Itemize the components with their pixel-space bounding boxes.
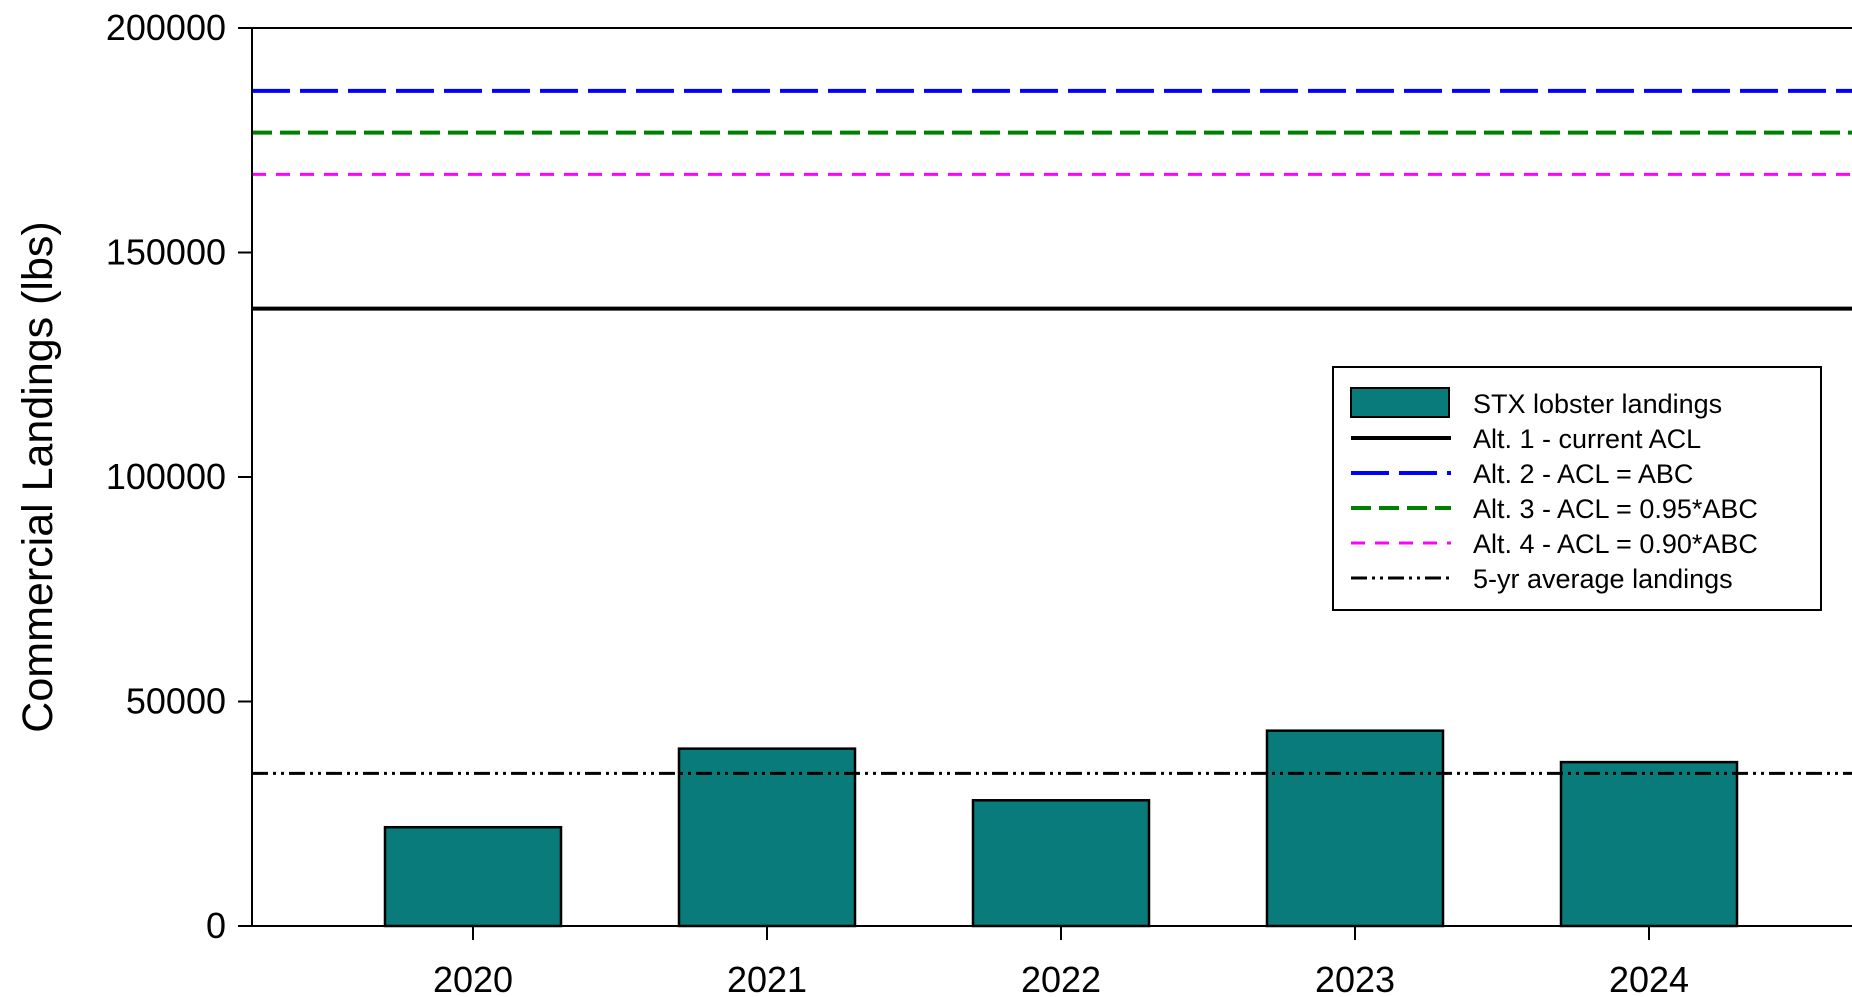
- bar: [383, 825, 563, 928]
- y-tick-label: 200000: [106, 7, 226, 48]
- y-tick-label: 50000: [126, 681, 226, 722]
- legend-label: 5-yr average landings: [1473, 564, 1733, 594]
- y-axis: 0 50000 100000 150000 200000: [106, 7, 253, 946]
- y-tick-label: 150000: [106, 232, 226, 273]
- x-tick-label: 2020: [433, 959, 513, 997]
- bars: [383, 729, 1739, 928]
- bar: [1559, 760, 1739, 928]
- legend-label: Alt. 2 - ACL = ABC: [1473, 459, 1693, 489]
- x-tick-label: 2021: [727, 959, 807, 997]
- legend-label: STX lobster landings: [1473, 389, 1722, 419]
- x-tick-label: 2022: [1021, 959, 1101, 997]
- reference-lines: [252, 88, 1852, 311]
- x-tick-label: 2023: [1315, 959, 1395, 997]
- y-tick-label: 0: [206, 905, 226, 946]
- x-tick-label: 2024: [1609, 959, 1689, 997]
- bar: [971, 799, 1151, 928]
- legend-label: Alt. 4 - ACL = 0.90*ABC: [1473, 529, 1758, 559]
- y-tick-label: 100000: [106, 456, 226, 497]
- y-axis-title: Commercial Landings (lbs): [14, 221, 62, 732]
- bar: [1265, 729, 1445, 928]
- legend-label: Alt. 1 - current ACL: [1473, 424, 1701, 454]
- legend-swatch: [1350, 387, 1450, 418]
- x-axis: 2020 2021 2022 2023 2024: [238, 925, 1852, 997]
- legend-label: Alt. 3 - ACL = 0.95*ABC: [1473, 494, 1758, 524]
- bar: [677, 747, 857, 928]
- legend: STX lobster landings Alt. 1 - current ACL…: [1332, 366, 1822, 611]
